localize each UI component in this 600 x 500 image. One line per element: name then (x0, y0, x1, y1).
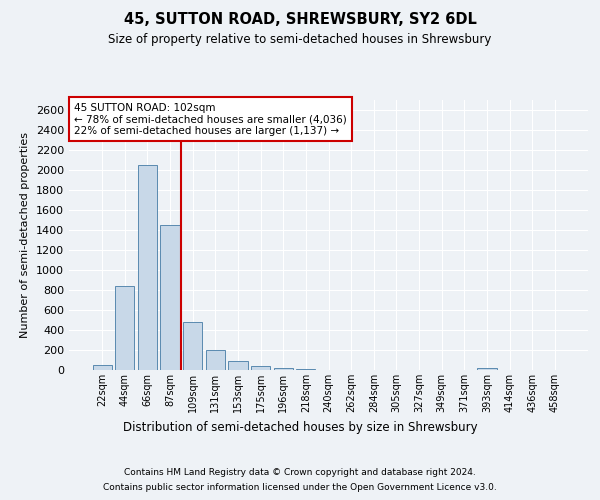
Bar (115, 286, 134, 370)
Bar (229, 361, 248, 370)
Text: 45 SUTTON ROAD: 102sqm
← 78% of semi-detached houses are smaller (4,036)
22% of : 45 SUTTON ROAD: 102sqm ← 78% of semi-det… (74, 102, 347, 136)
Bar (274, 368, 293, 370)
Bar (160, 225, 180, 370)
Bar (92, 365, 112, 370)
Text: 45, SUTTON ROAD, SHREWSBURY, SY2 6DL: 45, SUTTON ROAD, SHREWSBURY, SY2 6DL (124, 12, 476, 28)
Bar (183, 322, 202, 370)
Bar (138, 165, 157, 370)
Bar (251, 366, 270, 370)
Text: Distribution of semi-detached houses by size in Shrewsbury: Distribution of semi-detached houses by … (122, 421, 478, 434)
Text: Contains public sector information licensed under the Open Government Licence v3: Contains public sector information licen… (103, 483, 497, 492)
Text: Size of property relative to semi-detached houses in Shrewsbury: Size of property relative to semi-detach… (109, 32, 491, 46)
Y-axis label: Number of semi-detached properties: Number of semi-detached properties (20, 132, 31, 338)
Bar (206, 350, 225, 370)
Bar (477, 368, 497, 370)
Bar (296, 368, 316, 370)
Text: Contains HM Land Registry data © Crown copyright and database right 2024.: Contains HM Land Registry data © Crown c… (124, 468, 476, 477)
